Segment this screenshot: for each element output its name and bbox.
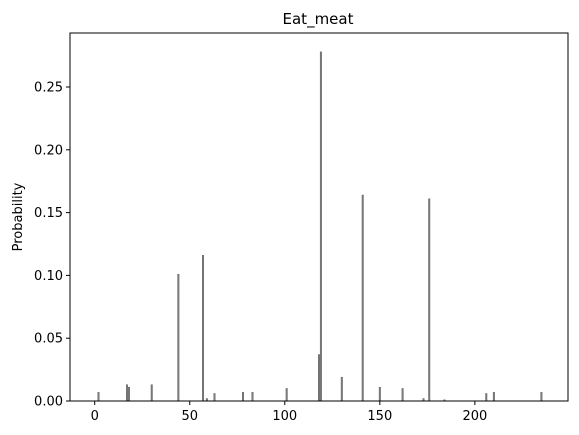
x-tick-label: 100 (272, 409, 297, 424)
y-tick-label: 0.05 (34, 332, 63, 347)
bar (361, 194, 364, 402)
y-tick-label: 0.15 (34, 206, 63, 221)
y-tick-label: 0.20 (34, 143, 63, 158)
bar (177, 273, 180, 402)
chart-title: Eat_meat (283, 10, 354, 29)
y-tick-label: 0.00 (34, 395, 63, 410)
bar (378, 386, 381, 402)
bar (319, 51, 322, 402)
bar (285, 388, 288, 402)
bar (150, 384, 153, 402)
x-tick-label: 200 (462, 409, 487, 424)
bar (492, 392, 495, 402)
bar (251, 392, 254, 402)
bar (97, 392, 100, 402)
y-tick-label: 0.25 (34, 81, 63, 96)
x-tick-label: 0 (91, 409, 99, 424)
bar (126, 384, 128, 402)
bar (213, 393, 216, 402)
x-tick-label: 150 (367, 409, 392, 424)
bar (202, 255, 205, 402)
ticks-layer: 0 50 100 150 200 0.00 0.05 0.10 0.15 0.20 0.25 (34, 81, 487, 424)
bars-layer (97, 51, 543, 402)
plot-frame (69, 32, 569, 402)
y-tick-label: 0.10 (34, 269, 63, 284)
bar (428, 198, 431, 402)
bar (401, 388, 404, 402)
bar (340, 376, 343, 402)
y-axis-title: Probability (11, 182, 26, 251)
bar (485, 393, 488, 402)
bar (127, 386, 130, 402)
x-tick-label: 50 (181, 409, 198, 424)
bar (540, 392, 543, 402)
bar (318, 354, 320, 402)
bar (242, 392, 244, 402)
